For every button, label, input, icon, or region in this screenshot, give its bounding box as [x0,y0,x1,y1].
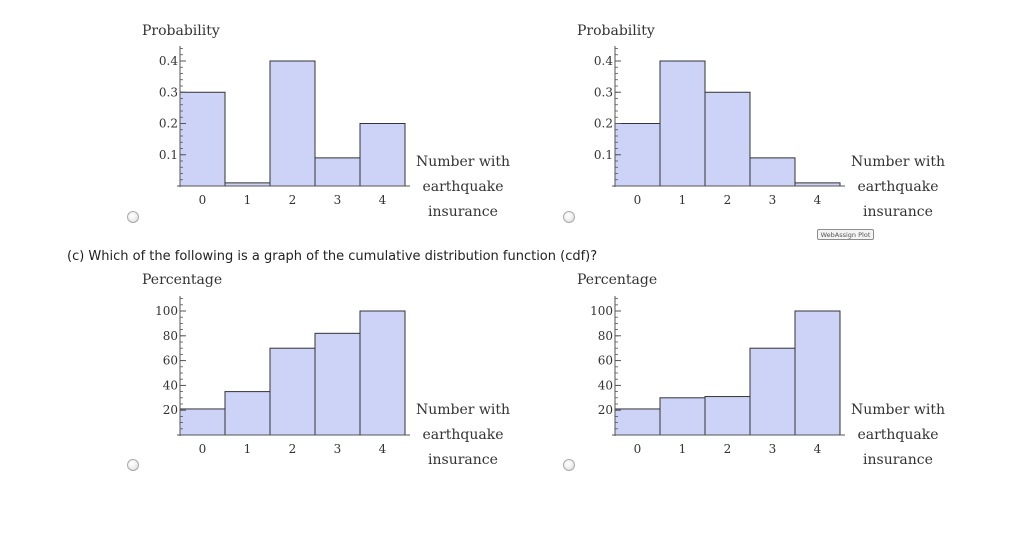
bar-3 [749,347,796,436]
x-tick-label: 4 [814,193,822,207]
y-tick-label: 100 [155,304,178,318]
y-tick-label: 0.4 [594,54,613,68]
y-tick-label: 0.2 [159,117,178,131]
y-tick-label: 60 [163,354,178,368]
x-tick-label: 4 [379,442,387,456]
bar-2 [269,60,316,187]
bar-0 [614,408,661,436]
bar-3 [749,157,796,187]
x-axis-label-line: Number with [416,154,510,170]
bar-2 [704,396,751,436]
answer-radio-bottom-left[interactable] [127,459,139,471]
bar-4 [359,123,406,187]
y-tick-label: 20 [163,403,178,417]
x-tick-label: 3 [769,442,777,456]
x-axis-label-line: earthquake [422,427,503,443]
y-tick-label: 0.1 [594,148,613,162]
answer-radio-top-left[interactable] [127,211,139,223]
x-axis-label-line: earthquake [422,179,503,195]
x-axis-label-line: insurance [428,204,498,220]
y-tick-label: 100 [590,304,613,318]
y-tick-label: 0.1 [159,148,178,162]
y-tick-label: 40 [163,378,178,392]
y-tick-label: 80 [163,329,178,343]
x-tick-label: 2 [289,193,297,207]
answer-radio-top-right[interactable] [563,211,575,223]
x-tick-label: 2 [289,442,297,456]
x-tick-label: 0 [199,442,207,456]
bar-3 [314,157,361,187]
x-axis-label-line: Number with [851,154,945,170]
bar-4 [794,310,841,436]
x-tick-label: 1 [244,442,252,456]
bar-1 [224,391,271,436]
y-tick-label: 0.3 [594,85,613,99]
x-tick-label: 3 [334,193,342,207]
x-tick-label: 2 [724,193,732,207]
y-tick-label: 0.3 [159,85,178,99]
x-tick-label: 0 [199,193,207,207]
x-tick-label: 1 [679,193,687,207]
question-text: (c) Which of the following is a graph of… [67,249,598,264]
x-axis-label-line: insurance [863,204,933,220]
x-tick-label: 2 [724,442,732,456]
answer-radio-bottom-right[interactable] [563,459,575,471]
bar-0 [179,91,226,187]
webassign-plot-button[interactable]: WebAssign Plot [817,229,874,240]
y-tick-label: 0.4 [159,54,178,68]
y-axis-label: Probability [577,23,655,39]
x-tick-label: 4 [814,442,822,456]
bar-1 [659,60,706,187]
y-axis-label: Percentage [577,272,657,288]
x-tick-label: 0 [634,193,642,207]
x-tick-label: 3 [334,442,342,456]
bar-2 [704,91,751,187]
x-axis-label-line: Number with [416,402,510,418]
x-axis-label-line: insurance [428,452,498,468]
x-tick-label: 3 [769,193,777,207]
x-tick-label: 1 [244,193,252,207]
y-tick-label: 80 [598,329,613,343]
x-axis-label-line: insurance [863,452,933,468]
y-axis-label: Probability [142,23,220,39]
y-axis-label: Percentage [142,272,222,288]
x-axis-label-line: earthquake [857,179,938,195]
x-tick-label: 0 [634,442,642,456]
y-tick-label: 60 [598,354,613,368]
bar-0 [614,123,661,187]
x-tick-label: 1 [679,442,687,456]
y-tick-label: 40 [598,378,613,392]
x-axis-label-line: Number with [851,402,945,418]
x-tick-label: 4 [379,193,387,207]
y-tick-label: 0.2 [594,117,613,131]
bar-1 [659,397,706,436]
x-axis-label-line: earthquake [857,427,938,443]
y-tick-label: 20 [598,403,613,417]
